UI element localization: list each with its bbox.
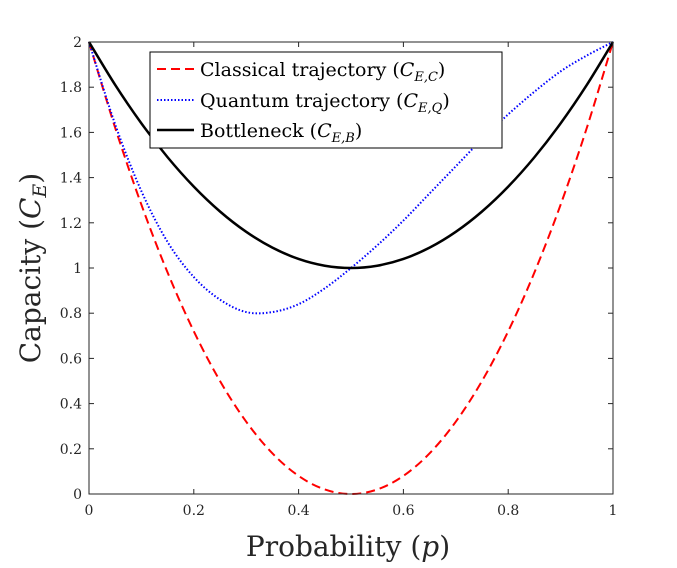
legend-bottleneck-text: Bottleneck ( [200,120,317,142]
series-line-classical [88,41,614,496]
y-tick-label: 1.4 [60,171,82,187]
x-tick-label: 0.8 [497,503,519,519]
y-tick-label: 0.6 [60,351,82,367]
series-line-quantum [88,41,614,315]
x-tick-label: 0.2 [183,503,205,519]
legend-label-quantum: Quantum trajectory (CE,Q) [200,90,450,116]
axes-layer: 0 0.2 0.4 0.6 0.8 1 0 0.2 0.4 0.6 0.8 1 1.2 1.4 1.6 1.8… [60,35,618,519]
y-tick-label: 2 [73,35,82,51]
legend-bottleneck-var: C [317,120,332,142]
legend-bottleneck-close: ) [355,120,362,142]
legend-quantum-text: Quantum trajectory ( [200,90,403,112]
legend-label-bottleneck: Bottleneck (CE,B) [200,120,362,146]
x-axis-title-var: p [421,530,439,563]
y-tick-label: 0.2 [60,442,82,458]
y-axis-title: Capacity (CE) [14,173,51,364]
legend-label-classical: Classical trajectory (CE,C) [200,59,445,85]
legend-classical-text: Classical trajectory ( [200,59,400,81]
legend-quantum-var: C [403,90,418,112]
legend-classical-var: C [400,59,415,81]
x-axis-title-close: ) [439,530,450,563]
y-tick-label: 0 [73,487,82,503]
x-tick-label: 0.4 [287,503,309,519]
legend-quantum-sub: E,Q [417,101,443,116]
y-tick-label: 1 [73,261,82,277]
series-line-bottleneck [87,41,615,270]
y-axis-title-sub: E [29,184,51,199]
legend: Classical trajectory (CE,C) Quantum traj… [149,51,503,149]
x-axis-title: Probability (p) [246,530,450,563]
x-tick-label: 1 [609,503,618,519]
y-tick-label: 0.8 [60,306,82,322]
y-axis-title-var: C [14,198,47,219]
y-axis-title-close: ) [14,173,47,184]
legend-bottleneck-sub: E,B [331,131,355,146]
legend-classical-close: ) [438,59,445,81]
y-tick-label: 1.6 [60,125,82,141]
legend-classical-sub: E,C [413,70,438,85]
y-axis-title-main: Capacity ( [14,219,47,363]
series-layer [87,41,615,496]
x-tick-label: 0.6 [392,503,414,519]
legend-box [149,51,503,149]
y-tick-label: 0.4 [60,397,82,413]
legend-quantum-close: ) [442,90,449,112]
x-axis-title-main: Probability ( [246,530,421,563]
y-tick-label: 1.2 [60,216,82,232]
x-tick-label: 0 [85,503,94,519]
y-tick-label: 1.8 [60,80,82,96]
